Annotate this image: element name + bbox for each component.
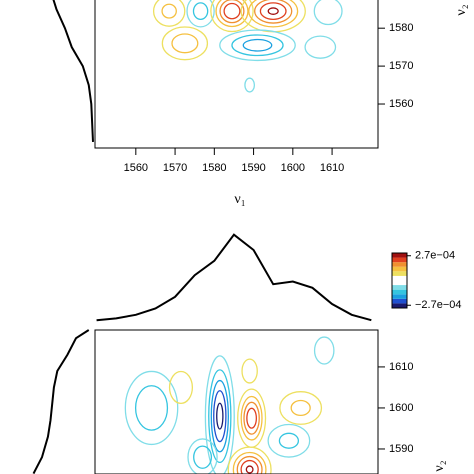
contours [124,336,335,474]
y-axis-label: ν₂ [454,4,469,15]
contour-line [204,355,235,474]
contour-line [231,34,284,57]
top-spectrum [96,233,372,322]
x-axis-label: ν₁ [234,192,245,207]
contour-line [152,0,186,27]
colorbar-band [392,271,407,276]
contour-line [232,451,267,474]
contour-line [240,395,263,441]
y-tick-label: 1560 [389,98,413,110]
y-tick-label: 1600 [389,402,413,414]
y-tick-label: 1590 [389,443,413,455]
contour-line [208,369,232,464]
contour-line [227,446,272,474]
contour-line [290,399,311,417]
contour-line [213,390,227,443]
contour-line [223,2,241,20]
contour-line [210,379,229,453]
contour-line [171,33,199,54]
colorbar-band [392,294,407,299]
colorbar-tick-label: 2.7e−04 [415,250,455,262]
contour-line [161,26,209,61]
contour-line [254,0,293,24]
colorbar-band [392,303,407,308]
contour-line [161,3,177,19]
colorbar-frame [391,252,408,309]
contour-line [216,402,224,430]
contour-line [241,358,258,384]
colorbar-band [392,298,407,304]
contour-line [240,459,259,474]
contour-line [168,370,194,404]
x-tick-label: 1580 [202,162,226,174]
contour-line [192,2,209,21]
contour-line [313,336,335,365]
side-spectrum [52,0,94,142]
plot-frame [94,0,379,149]
y-tick-label: 1570 [389,60,413,72]
contour-line [210,0,254,33]
x-tick-label: 1600 [281,162,305,174]
contour-line [186,0,215,28]
plot-frame [94,329,379,474]
contour-line [244,77,256,93]
colorbar-band [392,253,407,258]
x-tick-label: 1570 [163,162,187,174]
contour-line [219,29,296,62]
contour-line [187,438,218,474]
contour-line [259,2,287,21]
contour-line [237,388,267,448]
contour-line [278,432,300,449]
contours [152,0,343,93]
x-tick-label: 1590 [241,162,265,174]
contour-line [242,38,273,52]
contour-line [193,445,213,469]
x-tick-label: 1560 [124,162,148,174]
x-tick-label: 1610 [320,162,344,174]
colorbar-band [392,257,407,263]
contour-line [219,0,245,24]
colorbar-band [392,285,407,290]
colorbar-band [392,262,407,267]
contour-line [236,455,263,474]
contour-line [243,401,260,435]
y-axis-label: ν₂ [432,460,447,471]
contour-line [304,35,337,59]
contour-line [246,407,258,429]
side-spectrum [32,329,90,474]
contour-line [124,370,179,446]
colorbar-band [392,289,407,295]
contour-line [313,0,343,26]
contour-line [134,385,169,431]
contour-line [267,423,311,458]
contour-line [245,465,254,474]
contour-line [267,7,279,15]
contour-line [279,391,323,425]
colorbar-tick-label: −2.7e−04 [415,299,462,311]
y-tick-label: 1610 [389,361,413,373]
colorbar-band [392,266,407,272]
y-tick-label: 1580 [389,22,413,34]
